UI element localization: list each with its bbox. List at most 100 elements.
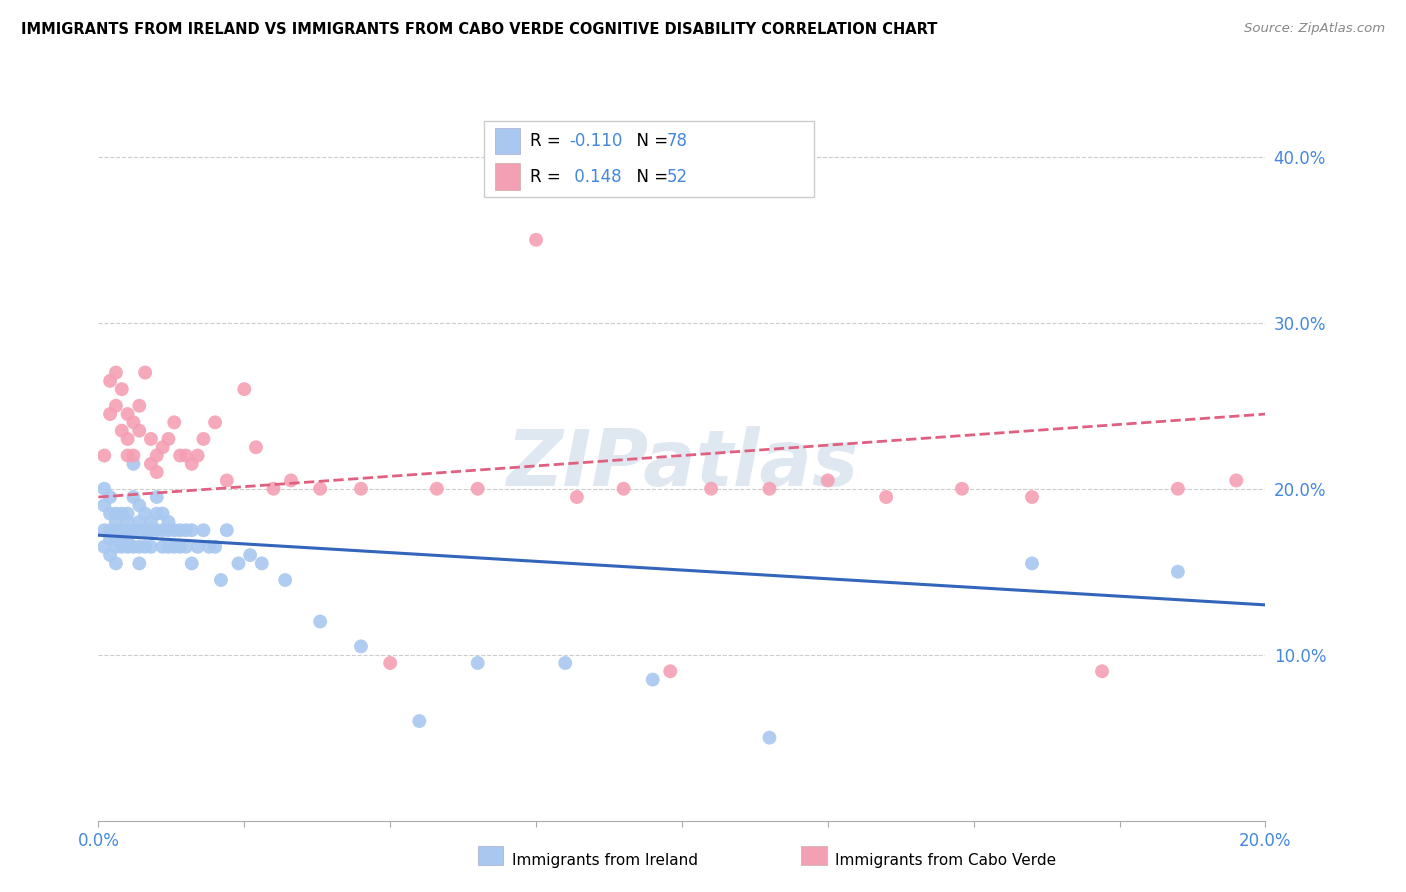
Point [163, 415, 186, 429]
Point [309, 615, 332, 629]
Point [117, 432, 139, 446]
Point [139, 523, 162, 537]
Point [758, 731, 780, 745]
Point [122, 449, 145, 463]
Point [215, 523, 238, 537]
Point [117, 523, 139, 537]
Point [111, 507, 134, 521]
Point [93, 540, 115, 554]
Point [758, 482, 780, 496]
Point [309, 482, 332, 496]
Point [104, 515, 127, 529]
Point [262, 482, 284, 496]
Point [524, 233, 547, 247]
Point [1021, 557, 1043, 571]
Text: Source: ZipAtlas.com: Source: ZipAtlas.com [1244, 22, 1385, 36]
Point [111, 424, 134, 438]
Point [128, 515, 150, 529]
Point [146, 490, 169, 504]
Text: N =: N = [626, 168, 673, 186]
Point [134, 540, 156, 554]
Point [163, 540, 186, 554]
Point [1284, 482, 1306, 496]
Point [111, 523, 134, 537]
Point [250, 557, 273, 571]
Point [117, 449, 139, 463]
Point [146, 523, 169, 537]
Point [198, 540, 221, 554]
Point [612, 482, 634, 496]
Point [128, 557, 150, 571]
Point [700, 482, 723, 496]
Point [245, 440, 267, 454]
Point [1167, 565, 1189, 579]
Point [104, 399, 127, 413]
Point [157, 432, 180, 446]
Point [950, 482, 973, 496]
Point [134, 523, 156, 537]
Point [239, 548, 262, 562]
Point [274, 573, 297, 587]
Point [378, 656, 402, 670]
Point [180, 523, 202, 537]
Point [169, 540, 191, 554]
Point [98, 374, 121, 388]
Point [1167, 482, 1189, 496]
Point [111, 382, 134, 396]
Point [104, 366, 127, 380]
Point [659, 665, 682, 679]
Point [104, 540, 127, 554]
Point [139, 515, 162, 529]
Point [1021, 490, 1043, 504]
Point [139, 523, 162, 537]
Point [157, 523, 180, 537]
Point [280, 474, 302, 488]
Point [152, 440, 174, 454]
Point [146, 507, 169, 521]
Text: Immigrants from Cabo Verde: Immigrants from Cabo Verde [835, 854, 1056, 868]
Point [98, 490, 121, 504]
Text: 52: 52 [666, 168, 688, 186]
Point [117, 540, 139, 554]
Point [467, 656, 489, 670]
Point [554, 656, 576, 670]
Point [93, 482, 115, 496]
Point [641, 673, 664, 687]
Point [565, 490, 588, 504]
Point [111, 532, 134, 546]
Point [117, 532, 139, 546]
Point [146, 465, 169, 479]
Point [128, 523, 150, 537]
Point [174, 449, 197, 463]
Point [104, 507, 127, 521]
Point [122, 523, 145, 537]
Point [134, 507, 156, 521]
Text: -0.110: -0.110 [569, 132, 623, 150]
Point [134, 366, 156, 380]
Point [117, 407, 139, 421]
Point [98, 548, 121, 562]
Text: R =: R = [530, 168, 567, 186]
Text: 78: 78 [666, 132, 688, 150]
Point [98, 507, 121, 521]
Point [104, 532, 127, 546]
Point [180, 557, 202, 571]
Point [98, 523, 121, 537]
Point [875, 490, 897, 504]
Point [204, 540, 226, 554]
Point [467, 482, 489, 496]
Point [117, 515, 139, 529]
Point [146, 449, 169, 463]
Point [117, 507, 139, 521]
Text: IMMIGRANTS FROM IRELAND VS IMMIGRANTS FROM CABO VERDE COGNITIVE DISABILITY CORRE: IMMIGRANTS FROM IRELAND VS IMMIGRANTS FR… [21, 22, 938, 37]
Point [187, 449, 209, 463]
Point [111, 540, 134, 554]
Point [122, 490, 145, 504]
Point [104, 557, 127, 571]
Point [98, 407, 121, 421]
Point [152, 540, 174, 554]
Point [122, 415, 145, 429]
Point [174, 540, 197, 554]
Point [157, 515, 180, 529]
Point [204, 415, 226, 429]
